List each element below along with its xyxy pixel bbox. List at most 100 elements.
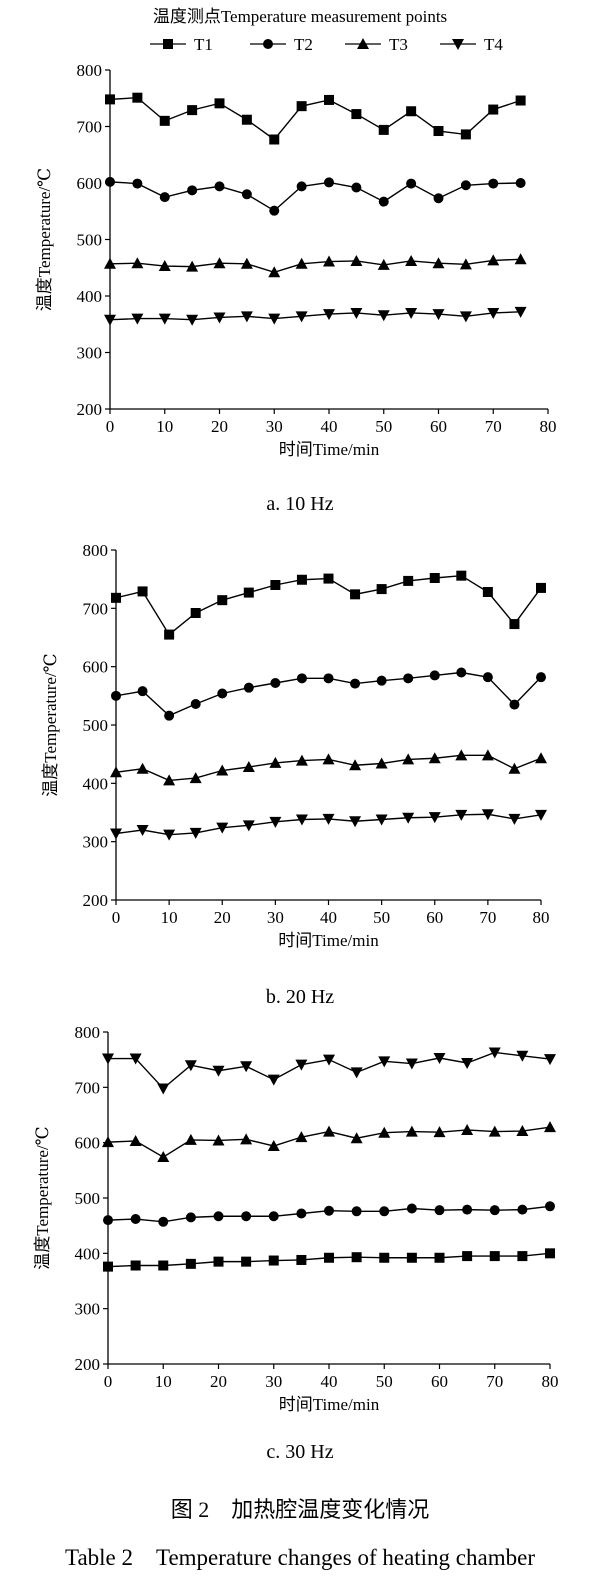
x-axis-label: 时间Time/min — [278, 931, 379, 950]
point-T2-0 — [103, 1215, 113, 1226]
point-T3-15 — [186, 260, 199, 272]
point-T1-60 — [429, 573, 440, 583]
point-T1-0 — [111, 592, 121, 603]
chart-30hz: 200 300 400 500 600 700 800 0 10 20 30 40 50 60 70 80 时间… — [33, 1023, 559, 1414]
point-T4-30 — [268, 313, 281, 325]
point-T1-65 — [460, 129, 471, 140]
point-T2-55 — [406, 178, 417, 189]
point-T2-75 — [517, 1204, 528, 1215]
point-T3-55 — [405, 254, 418, 266]
point-T3-5 — [129, 1135, 142, 1147]
x-tick-label-30: 30 — [266, 417, 283, 436]
point-T3-80 — [535, 752, 547, 764]
point-T1-30 — [269, 134, 280, 145]
point-T1-5 — [130, 1260, 141, 1271]
legend-label-T2: T2 — [294, 35, 313, 54]
point-T3-75 — [508, 762, 521, 774]
y-tick-label-600: 600 — [77, 174, 103, 193]
point-T4-30 — [269, 816, 282, 828]
point-T3-45 — [350, 254, 363, 266]
x-tick-label-30: 30 — [265, 1372, 282, 1391]
series-line-T1 — [109, 96, 521, 141]
point-T4-65 — [459, 311, 472, 323]
point-T2-10 — [159, 192, 170, 203]
point-T1-50 — [376, 584, 387, 595]
point-T1-55 — [403, 575, 414, 586]
x-tick-label-70: 70 — [479, 908, 496, 927]
point-T4-0 — [110, 828, 122, 840]
point-T1-20 — [214, 98, 225, 109]
legend-entries: T1 T2 T3 T4 — [150, 35, 503, 54]
point-T3-0 — [102, 1136, 114, 1148]
y-tick-label-800: 800 — [83, 541, 109, 560]
legend-marker-T1 — [163, 39, 173, 49]
point-T4-65 — [461, 1057, 474, 1069]
legend-label-T1: T1 — [194, 35, 213, 54]
x-tick-label-20: 20 — [214, 908, 231, 927]
point-T4-25 — [240, 1061, 253, 1073]
point-T4-15 — [189, 827, 202, 839]
point-T4-10 — [158, 313, 171, 325]
point-T1-70 — [488, 104, 499, 115]
point-T2-25 — [241, 189, 252, 200]
y-tick-label-300: 300 — [75, 1300, 101, 1319]
point-T4-45 — [349, 816, 362, 828]
point-T1-50 — [379, 1252, 390, 1263]
point-T1-45 — [351, 1252, 362, 1263]
point-T4-75 — [508, 813, 521, 825]
point-T2-75 — [515, 178, 526, 188]
point-T1-20 — [213, 1256, 224, 1267]
x-tick-label-50: 50 — [376, 1372, 393, 1391]
point-T3-30 — [268, 266, 281, 278]
point-T2-70 — [489, 1205, 500, 1216]
point-T4-35 — [295, 814, 308, 826]
y-tick-label-500: 500 — [77, 231, 103, 250]
x-axis-label: 时间Time/min — [279, 440, 380, 459]
x-tick-label-80: 80 — [540, 417, 557, 436]
point-T1-10 — [164, 629, 175, 640]
point-T1-25 — [241, 114, 252, 125]
point-T2-30 — [268, 1211, 279, 1222]
point-T1-5 — [137, 586, 148, 597]
point-T1-60 — [434, 1252, 445, 1263]
x-tick-label-70: 70 — [486, 1372, 503, 1391]
x-tick-label-40: 40 — [321, 417, 338, 436]
y-tick-label-200: 200 — [77, 400, 103, 419]
point-T2-25 — [243, 682, 254, 693]
point-T1-75 — [509, 619, 520, 630]
x-tick-label-60: 60 — [431, 1372, 448, 1391]
point-T4-10 — [157, 1083, 170, 1095]
point-T1-25 — [241, 1256, 252, 1267]
point-T4-65 — [455, 809, 468, 821]
point-T1-75 — [517, 1251, 528, 1262]
point-T4-55 — [402, 812, 415, 824]
point-T2-60 — [429, 670, 440, 681]
x-tick-label-80: 80 — [533, 908, 550, 927]
point-T2-65 — [460, 180, 471, 191]
point-T1-10 — [158, 1260, 169, 1271]
point-T4-5 — [136, 825, 149, 836]
x-tick-label-60: 60 — [426, 908, 443, 927]
point-T1-20 — [217, 595, 228, 606]
point-T2-10 — [164, 710, 175, 721]
x-tick-label-50: 50 — [375, 417, 392, 436]
point-T2-5 — [137, 686, 148, 697]
point-T1-35 — [296, 1254, 307, 1265]
point-T4-80 — [535, 809, 547, 821]
point-T3-55 — [402, 753, 415, 765]
point-T1-30 — [270, 580, 281, 590]
point-T3-75 — [516, 1125, 529, 1137]
point-T2-5 — [130, 1214, 141, 1225]
point-T1-25 — [243, 587, 254, 598]
point-T3-25 — [240, 257, 253, 269]
point-T3-60 — [428, 752, 441, 764]
point-T2-70 — [488, 178, 499, 189]
point-T3-10 — [158, 260, 171, 272]
series-line-T3 — [109, 258, 521, 274]
point-T2-15 — [185, 1212, 196, 1223]
point-T2-50 — [376, 675, 387, 686]
point-T3-65 — [459, 258, 472, 270]
point-T3-20 — [216, 764, 229, 776]
point-T4-15 — [186, 314, 199, 326]
point-T3-55 — [405, 1125, 418, 1137]
